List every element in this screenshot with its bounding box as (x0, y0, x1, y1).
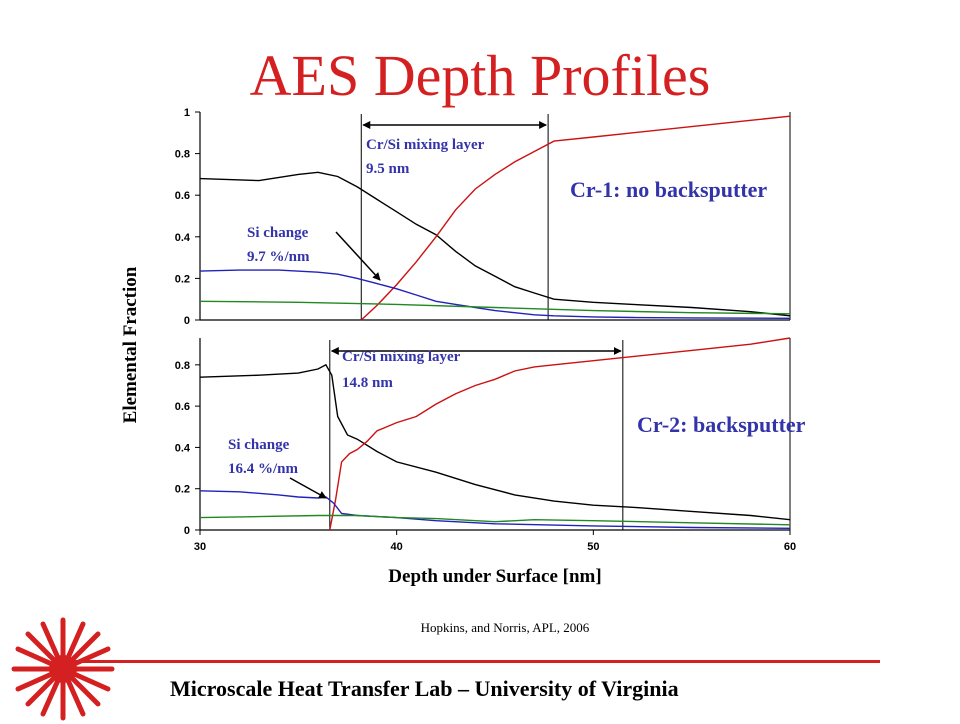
bottom-series-oxygen (199, 490, 791, 529)
top-series-si (199, 171, 791, 317)
bottom-y-tick-label: 0.4 (175, 442, 191, 454)
bottom-si-value: 16.4 %/nm (228, 461, 299, 477)
x-axis-title: Depth under Surface [nm] (388, 566, 601, 587)
footer-lab-name: Microscale Heat Transfer Lab – Universit… (170, 676, 679, 701)
bottom-y-tick-label: 0 (184, 525, 190, 537)
citation: Hopkins, and Norris, APL, 2006 (420, 620, 590, 635)
y-axis-title: Elemental Fraction (120, 266, 141, 423)
top-y-tick-label: 0 (184, 315, 190, 327)
top-si-value: 9.7 %/nm (247, 249, 310, 265)
top-mixing-label: Cr/Si mixing layer (366, 137, 485, 153)
top-series-cr (360, 115, 791, 321)
bottom-x-tick-label: 50 (587, 541, 599, 553)
bottom-y-tick-label: 0.6 (175, 401, 190, 413)
top-series-oxygen (199, 269, 791, 319)
plot-cr1: 0 0.2 0.4 0.6 0.8 1 (175, 107, 791, 327)
bottom-series-si (199, 363, 791, 521)
top-y-tick-label: 1 (184, 107, 190, 119)
top-mixing-value: 9.5 nm (366, 161, 410, 177)
bottom-x-tick-label: 30 (194, 541, 206, 553)
depth-profile-charts: 0 0.2 0.4 0.6 0.8 1 0 0.2 0.4 0.6 0.8 30 40 50 60 Dep… (120, 107, 806, 587)
plot-cr2: 0 0.2 0.4 0.6 0.8 30 40 50 60 (175, 337, 796, 553)
footer-divider (58, 660, 880, 663)
top-si-arrow (335, 231, 381, 281)
bottom-si-arrow (289, 477, 327, 499)
bottom-x-tick-label: 40 (391, 541, 403, 553)
bottom-series-cr (329, 337, 791, 531)
bottom-series-carbon (199, 514, 791, 526)
top-series-carbon (199, 300, 791, 315)
bottom-mixing-label: Cr/Si mixing layer (342, 349, 461, 365)
bottom-sample-label: Cr-2: backsputter (637, 412, 806, 437)
top-y-tick-label: 0.8 (175, 149, 190, 161)
bottom-mixing-value: 14.8 nm (342, 375, 393, 391)
red-sunburst-icon (11, 617, 115, 721)
top-sample-label: Cr-1: no backsputter (570, 177, 767, 202)
bottom-x-tick-label: 60 (784, 541, 796, 553)
top-y-tick-label: 0.4 (175, 232, 191, 244)
bottom-y-tick-label: 0.2 (175, 484, 190, 496)
bottom-y-tick-label: 0.8 (175, 360, 190, 372)
top-si-label: Si change (247, 225, 309, 241)
slide-title: AES Depth Profiles (249, 43, 711, 108)
bottom-si-label: Si change (228, 437, 290, 453)
top-y-tick-label: 0.2 (175, 273, 190, 285)
top-y-tick-label: 0.6 (175, 190, 190, 202)
